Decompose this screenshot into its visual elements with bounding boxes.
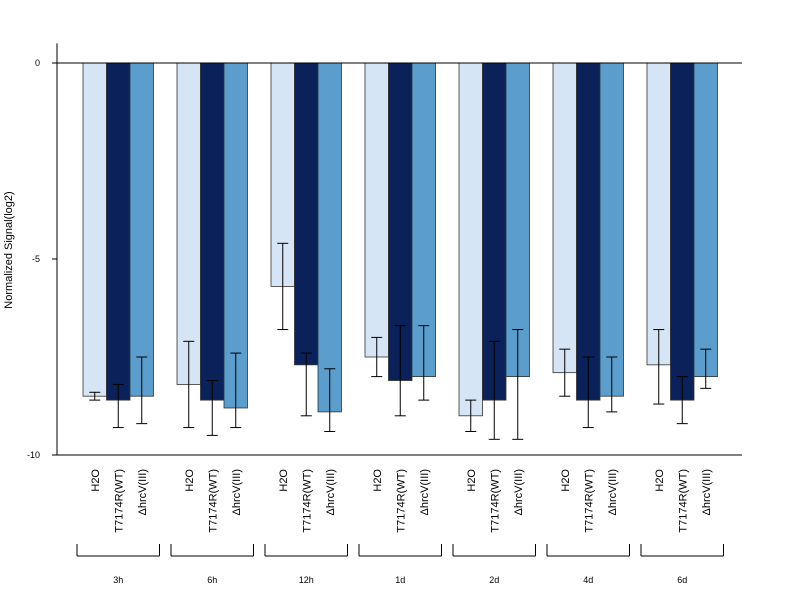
error-bar <box>700 348 712 389</box>
group-bracket <box>76 544 160 557</box>
condition-label: ΔhrcV(III) <box>419 469 431 515</box>
y-tick-label: -5 <box>32 254 40 264</box>
group-brackets: 3h 6h 12h 1d 2d 4d 6d <box>76 544 724 585</box>
condition-label: T7174R(WT) <box>677 469 689 533</box>
error-bar <box>183 340 195 429</box>
error-bar <box>324 368 336 432</box>
error-bar <box>206 380 218 436</box>
condition-label: H2O <box>90 469 102 492</box>
y-tick-label: -10 <box>27 450 40 460</box>
error-bar <box>89 391 101 401</box>
condition-label: ΔhrcV(III) <box>701 469 713 515</box>
error-bar <box>418 325 430 401</box>
condition-label: T7174R(WT) <box>113 469 125 533</box>
condition-label: H2O <box>278 469 290 492</box>
bar <box>129 62 154 397</box>
error-bar <box>371 336 383 378</box>
bar <box>82 62 107 397</box>
bar <box>200 62 225 401</box>
group-label: 12h <box>299 575 314 585</box>
group-label: 6d <box>677 575 687 585</box>
group-label: 1d <box>395 575 405 585</box>
error-bar <box>606 356 618 413</box>
condition-label: H2O <box>466 469 478 492</box>
error-bar <box>230 352 242 429</box>
error-bar <box>488 340 500 440</box>
error-bar <box>676 376 688 425</box>
group-bracket <box>640 544 724 557</box>
bar <box>646 62 671 366</box>
group-label: 4d <box>583 575 593 585</box>
condition-label: ΔhrcV(III) <box>231 469 243 515</box>
condition-labels: H2O T7174R(WT) ΔhrcV(III) H2O T7174R(WT) Δhrc… <box>90 469 713 533</box>
condition-label: ΔhrcV(III) <box>137 469 149 515</box>
bar <box>552 62 577 374</box>
error-bar <box>300 352 312 417</box>
condition-label: T7174R(WT) <box>301 469 313 533</box>
group-bracket <box>546 544 630 557</box>
group-label: 6h <box>207 575 217 585</box>
condition-label: T7174R(WT) <box>583 469 595 533</box>
error-bar <box>512 329 524 440</box>
bar <box>294 62 319 366</box>
error-bar <box>112 383 124 429</box>
bar <box>106 62 131 401</box>
condition-label: H2O <box>560 469 572 492</box>
condition-label: H2O <box>372 469 384 492</box>
group-bracket <box>170 544 254 557</box>
group-bracket <box>264 544 348 557</box>
condition-label: H2O <box>184 469 196 492</box>
group-label: 2d <box>489 575 499 585</box>
bar <box>458 62 483 417</box>
error-bars-layer <box>89 242 712 440</box>
error-bar <box>559 348 571 397</box>
error-bar <box>582 356 594 429</box>
error-bar <box>653 329 665 405</box>
condition-label: T7174R(WT) <box>395 469 407 533</box>
condition-label: H2O <box>654 469 666 492</box>
bar <box>599 62 624 397</box>
error-bar <box>277 242 289 331</box>
group-bracket <box>358 544 442 557</box>
bars-layer <box>82 62 718 417</box>
bar <box>176 62 201 385</box>
condition-label: T7174R(WT) <box>207 469 219 533</box>
group-label: 3h <box>113 575 123 585</box>
error-bar <box>465 399 477 432</box>
bar <box>364 62 389 358</box>
bar <box>317 62 342 413</box>
y-ticks: 0 -5 -10 <box>27 58 57 460</box>
y-tick-label: 0 <box>35 58 40 68</box>
condition-label: ΔhrcV(III) <box>513 469 525 515</box>
error-bar <box>136 356 148 425</box>
bar <box>670 62 695 401</box>
group-bracket <box>452 544 536 557</box>
condition-label: T7174R(WT) <box>489 469 501 533</box>
y-axis-label: Normalized Signal(log2) <box>3 191 15 308</box>
bar <box>576 62 601 401</box>
condition-label: ΔhrcV(III) <box>607 469 619 515</box>
error-bar <box>394 325 406 417</box>
condition-label: ΔhrcV(III) <box>325 469 337 515</box>
bar <box>693 62 718 378</box>
